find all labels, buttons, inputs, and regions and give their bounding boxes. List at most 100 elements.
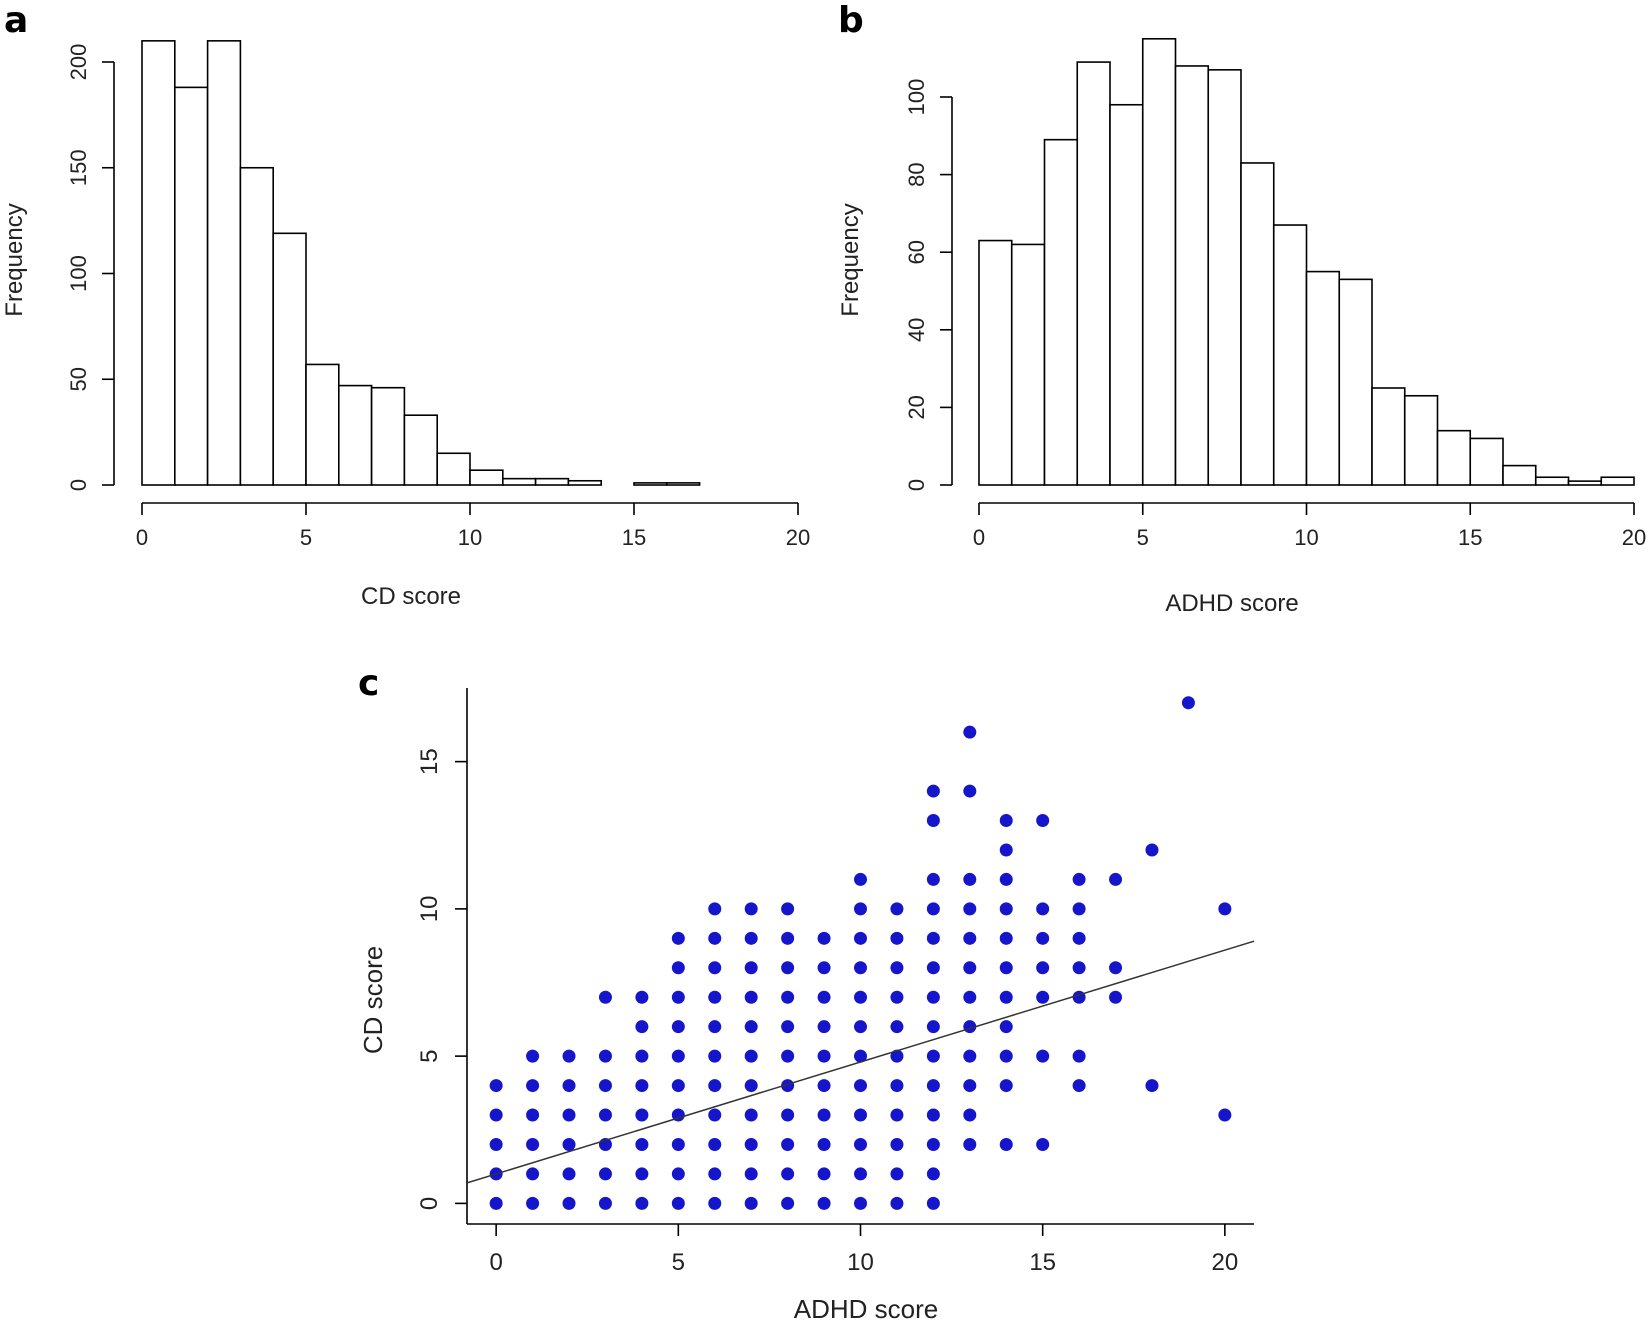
scatter-point [999, 961, 1013, 975]
histogram-cd-bar [141, 40, 176, 486]
scatter-point [817, 961, 831, 975]
histogram-adhd-x-tick-label: 5 [1137, 525, 1149, 550]
histogram-cd-bar [567, 479, 603, 486]
scatter-point [926, 784, 940, 798]
histogram-adhd-bars [978, 37, 1635, 486]
scatter-point [708, 1020, 722, 1034]
scatter-point [708, 1079, 722, 1093]
histogram-cd-bar [305, 363, 340, 486]
scatter-point [635, 1020, 649, 1034]
scatter-point [963, 902, 977, 916]
scatter-point [1109, 990, 1123, 1004]
scatter-point [671, 931, 685, 945]
scatter-point [526, 1108, 540, 1122]
scatter-point [781, 1049, 795, 1063]
scatter-point [744, 1108, 758, 1122]
histogram-adhd-bar [1174, 65, 1210, 486]
histogram-adhd-x-tick-label: 20 [1622, 525, 1646, 550]
scatter-point [890, 1108, 904, 1122]
histogram-adhd-bar [1403, 394, 1439, 486]
histogram-adhd-bar [1338, 278, 1373, 486]
scatter-point [598, 1079, 612, 1093]
scatter-point [817, 1079, 831, 1093]
scatter-point [999, 1049, 1013, 1063]
scatter-point [598, 1108, 612, 1122]
scatter-point [744, 1049, 758, 1063]
histogram-adhd-bar [1305, 270, 1341, 486]
histogram-adhd-bar [1534, 476, 1570, 486]
scatter-point [635, 1196, 649, 1210]
scatter-point [744, 1020, 758, 1034]
scatter-point [817, 1196, 831, 1210]
scatter-point [890, 1137, 904, 1151]
histogram-adhd-bar [1109, 103, 1144, 486]
scatter-point [926, 872, 940, 886]
scatter-point [744, 990, 758, 1004]
scatter-y-label: CD score [358, 946, 388, 1054]
scatter-point [635, 990, 649, 1004]
scatter-point [744, 961, 758, 975]
scatter-point [671, 1167, 685, 1181]
histogram-cd-bar [501, 477, 537, 486]
histogram-adhd-y-tick-label: 20 [904, 395, 929, 419]
scatter-point [1036, 1137, 1050, 1151]
scatter-point [854, 931, 867, 945]
scatter-point [1109, 961, 1123, 975]
histogram-adhd-bar [1141, 37, 1177, 486]
scatter-point [999, 814, 1013, 828]
scatter-point [854, 961, 867, 975]
scatter-point [963, 784, 977, 798]
scatter-point [708, 1108, 722, 1122]
histogram-adhd-x-tick-label: 0 [973, 525, 985, 550]
scatter-point [999, 902, 1013, 916]
scatter-point [999, 1079, 1013, 1093]
scatter-point [963, 725, 977, 739]
scatter-point [963, 1049, 977, 1063]
scatter-point [562, 1167, 576, 1181]
scatter-point [708, 990, 722, 1004]
histogram-cd-y-tick-label: 150 [66, 149, 91, 186]
scatter-point [890, 1049, 904, 1063]
scatter-point [598, 1167, 612, 1181]
scatter-point [744, 931, 758, 945]
panel-label-a: a [4, 0, 28, 41]
histogram-adhd-x-label: ADHD score [1165, 590, 1298, 617]
scatter-point [926, 1020, 940, 1034]
histogram-cd-x-label: CD score [361, 583, 461, 610]
scatter-point [817, 990, 831, 1004]
scatter-point [963, 1108, 977, 1122]
scatter-x-tick-label: 15 [1029, 1249, 1056, 1276]
scatter-point [526, 1167, 540, 1181]
scatter-point [926, 1049, 940, 1063]
histogram-cd-bar [403, 414, 438, 486]
scatter-point [854, 1020, 867, 1034]
scatter-point [708, 1196, 722, 1210]
panel-label-c: c [358, 663, 379, 704]
histogram-adhd-bar [1436, 429, 1472, 486]
panel-label-b: b [838, 0, 864, 41]
histogram-cd-y-tick-label: 200 [66, 44, 91, 81]
scatter-point [489, 1108, 503, 1122]
scatter-point [1109, 872, 1123, 886]
scatter-point [1072, 931, 1086, 945]
histogram-cd-bar [272, 232, 307, 486]
scatter-point [926, 1137, 940, 1151]
scatter-point [744, 1137, 758, 1151]
scatter-point [1072, 961, 1086, 975]
scatter-point [817, 1108, 831, 1122]
scatter-point [817, 1049, 831, 1063]
scatter-point [781, 961, 795, 975]
scatter-point [744, 1167, 758, 1181]
scatter-x-tick-label: 5 [672, 1249, 685, 1276]
scatter-point [781, 990, 795, 1004]
histogram-cd-x-tick-label: 20 [786, 525, 810, 550]
scatter-point [999, 990, 1013, 1004]
scatter-point [562, 1079, 576, 1093]
histogram-adhd-x-tick-label: 15 [1458, 525, 1482, 550]
histogram-adhd-bar [1043, 138, 1079, 486]
histogram-adhd-y-tick-label: 0 [904, 479, 929, 491]
scatter-point [562, 1137, 576, 1151]
scatter-point [1145, 1079, 1159, 1093]
